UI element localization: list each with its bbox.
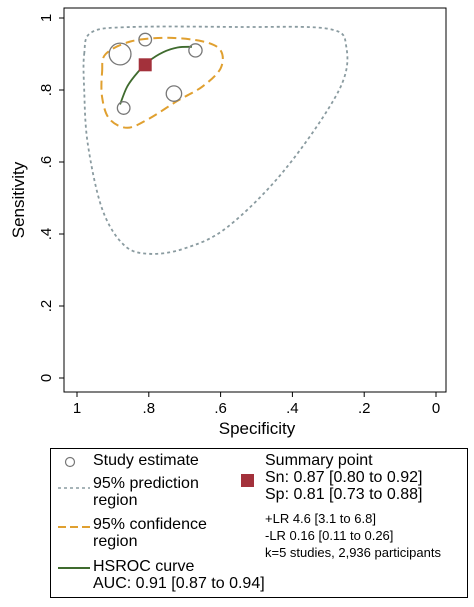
legend-study-symbol [64,456,76,468]
legend-prediction-symbol [58,487,90,489]
y-tick-label: 0 [38,374,55,382]
x-tick-label: 1 [73,400,81,417]
legend-confidence-label-2: region [93,533,138,550]
regions [82,25,349,255]
sroc-plot: 1 .8 .6 .4 .2 0 0 .2 .4 .6 .8 1 Specificity Sensiti… [9,7,447,438]
y-axis-label: Sensitivity [9,161,28,238]
legend-hsroc-label-2: AUC: 0.91 [0.87 to 0.94] [93,575,265,592]
legend-summary-sn: Sn: 0.87 [0.80 to 0.92] [265,469,423,486]
y-tick-label: 1 [38,14,55,22]
axes: 1 .8 .6 .4 .2 0 0 .2 .4 .6 .8 1 [38,7,447,417]
legend-prediction-label-1: 95% prediction [93,475,199,492]
y-tick-label: .8 [38,84,55,97]
legend-positive-lr: +LR 4.6 [3.1 to 6.8] [265,511,376,526]
legend-summary-symbol [241,474,254,487]
legend-confidence-symbol [58,526,90,528]
study-point [165,85,183,102]
study-point [108,42,132,66]
study-point [116,101,131,115]
summary-point [138,58,152,72]
legend-study-count: k=5 studies, 2,936 participants [265,545,441,560]
y-tick-label: .6 [38,156,55,169]
points [108,32,203,115]
x-tick-label: .6 [214,400,227,417]
prediction-region [82,25,349,255]
legend-summary-title: Summary point [265,452,373,469]
confidence-region [100,36,224,129]
legend-negative-lr: -LR 0.16 [0.11 to 0.26] [265,528,394,543]
legend: Study estimate 95% prediction region 95%… [50,448,468,598]
legend-summary-sp: Sp: 0.81 [0.73 to 0.88] [265,486,423,503]
legend-confidence-label-1: 95% confidence [93,516,207,533]
plot-frame [63,7,447,393]
x-tick-label: .2 [358,400,371,417]
legend-hsroc-symbol [58,567,90,569]
study-point [188,43,203,58]
y-tick-label: .2 [38,300,55,313]
legend-hsroc-label-1: HSROC curve [93,558,195,575]
x-tick-label: 0 [432,400,440,417]
legend-study-label: Study estimate [93,452,199,469]
study-point [138,32,153,47]
x-tick-label: .4 [286,400,299,417]
x-tick-label: .8 [143,400,156,417]
legend-prediction-label-2: region [93,492,138,509]
y-tick-label: .4 [38,228,55,241]
x-axis-label: Specificity [219,419,296,438]
